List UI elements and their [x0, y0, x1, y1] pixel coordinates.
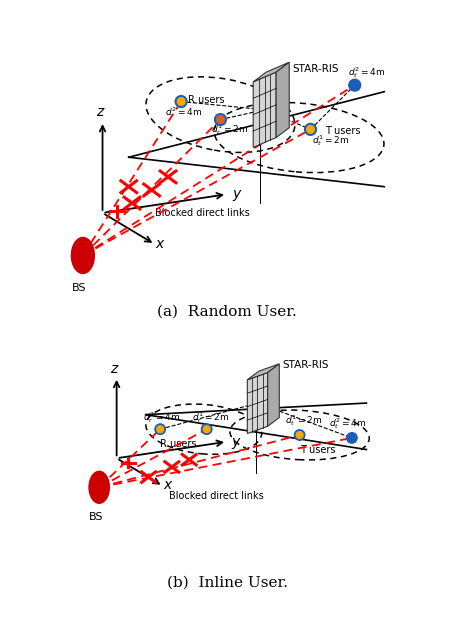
Circle shape	[294, 430, 305, 440]
Text: R users: R users	[188, 95, 224, 105]
Text: $d_t^1=2\mathrm{m}$: $d_t^1=2\mathrm{m}$	[312, 133, 350, 148]
Polygon shape	[253, 62, 289, 82]
Text: x: x	[156, 237, 164, 251]
Circle shape	[202, 424, 212, 434]
Text: STAR-RIS: STAR-RIS	[282, 360, 329, 370]
Circle shape	[351, 82, 359, 89]
Text: $d_r^2=4\mathrm{m}$: $d_r^2=4\mathrm{m}$	[165, 106, 202, 121]
Polygon shape	[276, 62, 289, 138]
Text: z: z	[110, 362, 117, 376]
Text: Blocked direct links: Blocked direct links	[155, 208, 250, 218]
Circle shape	[203, 426, 210, 433]
Text: $d_t^1=2\mathrm{m}$: $d_t^1=2\mathrm{m}$	[285, 413, 322, 428]
Text: (a)  Random User.: (a) Random User.	[157, 304, 297, 318]
Text: $d_r^2=4\mathrm{m}$: $d_r^2=4\mathrm{m}$	[143, 410, 180, 425]
Polygon shape	[253, 72, 276, 148]
Circle shape	[305, 124, 316, 135]
Text: y: y	[232, 187, 240, 201]
Text: z: z	[96, 105, 103, 119]
Text: x: x	[163, 478, 172, 492]
Circle shape	[217, 116, 224, 124]
Ellipse shape	[71, 237, 94, 274]
Circle shape	[215, 114, 227, 125]
Circle shape	[347, 433, 357, 443]
Text: BS: BS	[72, 283, 87, 294]
Text: $d_r^1=2\mathrm{m}$: $d_r^1=2\mathrm{m}$	[211, 122, 248, 137]
Circle shape	[175, 96, 187, 108]
Text: (b)  Inline User.: (b) Inline User.	[167, 576, 287, 590]
Circle shape	[307, 125, 314, 133]
Polygon shape	[247, 373, 268, 434]
Circle shape	[296, 431, 303, 438]
Circle shape	[157, 426, 163, 433]
Text: y: y	[232, 434, 240, 449]
Text: R users: R users	[160, 439, 197, 449]
Circle shape	[178, 98, 185, 106]
Text: $d_t^2=4\mathrm{m}$: $d_t^2=4\mathrm{m}$	[348, 65, 385, 80]
Text: $d_r^1=2\mathrm{m}$: $d_r^1=2\mathrm{m}$	[192, 410, 230, 425]
Circle shape	[155, 424, 165, 434]
Polygon shape	[247, 364, 279, 380]
Circle shape	[349, 434, 355, 441]
Text: BS: BS	[89, 512, 104, 522]
Ellipse shape	[89, 472, 109, 503]
Polygon shape	[268, 364, 279, 426]
Text: T users: T users	[325, 126, 361, 136]
Text: STAR-RIS: STAR-RIS	[292, 64, 339, 74]
Circle shape	[349, 79, 360, 91]
Text: T users: T users	[300, 444, 335, 454]
Text: Blocked direct links: Blocked direct links	[169, 491, 264, 501]
Text: $d_t^2=4\mathrm{m}$: $d_t^2=4\mathrm{m}$	[329, 416, 366, 431]
